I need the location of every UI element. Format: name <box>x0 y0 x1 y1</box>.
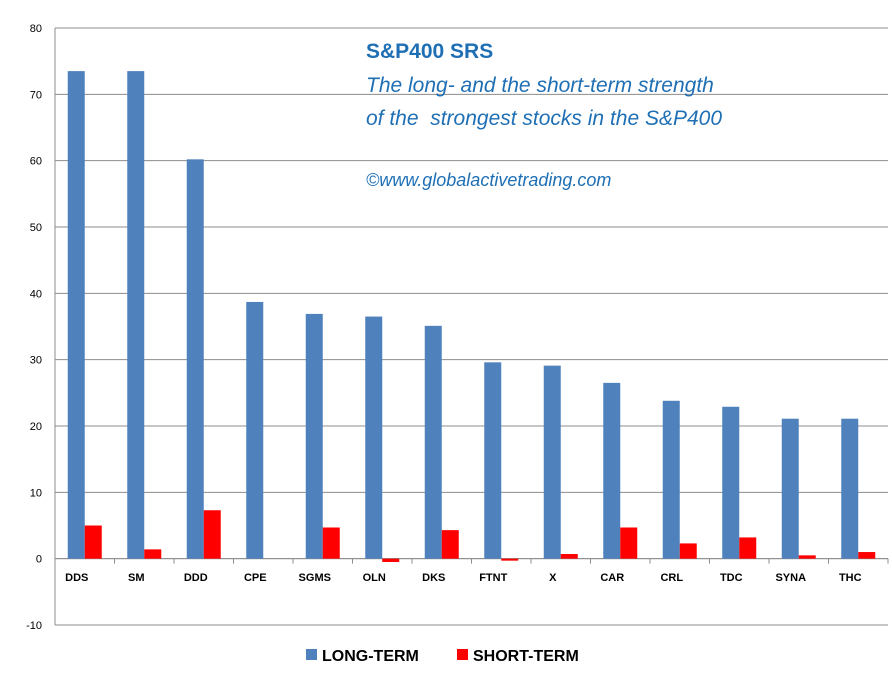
bar-short-term-sgms <box>322 527 340 559</box>
bar-short-term-dds <box>84 525 102 559</box>
bar-short-term-ftnt <box>501 558 519 561</box>
bar-short-term-dks <box>441 530 459 559</box>
bar-short-term-x <box>560 554 578 559</box>
y-tick-label: 0 <box>36 554 42 566</box>
x-tick-label: SGMS <box>299 572 331 584</box>
legend-label-long-term: LONG-TERM <box>322 648 419 665</box>
y-tick-label: 70 <box>30 89 42 101</box>
bar-long-term-ftnt <box>484 362 502 559</box>
bar-short-term-ddd <box>203 510 221 559</box>
bar-short-term-crl <box>679 543 697 559</box>
y-tick-label: 50 <box>30 222 42 234</box>
y-tick-label: 40 <box>30 288 42 300</box>
y-tick-label: 30 <box>30 355 42 367</box>
bar-long-term-x <box>543 365 561 559</box>
chart-source-annotation: ©www.globalactivetrading.com <box>366 170 611 190</box>
bar-short-term-sm <box>144 549 162 559</box>
x-tick-label: DKS <box>422 572 445 584</box>
bar-long-term-sgms <box>305 313 323 559</box>
bar-short-term-oln <box>382 558 400 562</box>
chart-subtitle-line-1: The long- and the short-term strength <box>366 74 714 97</box>
y-tick-label: 10 <box>30 487 42 499</box>
x-tick-label: DDS <box>65 572 88 584</box>
y-axis-ticks: -10 0 10 20 30 40 50 60 70 80 <box>26 23 42 632</box>
x-tick-label: SM <box>128 572 145 584</box>
bar-long-term-dds <box>67 71 85 559</box>
bar-short-term-tdc <box>739 537 757 559</box>
y-tick-label: 60 <box>30 156 42 168</box>
x-tick-label: TDC <box>720 572 743 584</box>
bar-long-term-crl <box>662 400 680 559</box>
bar-long-term-syna <box>781 418 799 559</box>
bar-long-term-dks <box>424 325 442 559</box>
y-tick-label: 20 <box>30 421 42 433</box>
x-tick-label: OLN <box>363 572 386 584</box>
legend: LONG-TERM SHORT-TERM <box>306 648 579 665</box>
y-tick-label: -10 <box>26 620 42 632</box>
bar-short-term-syna <box>798 555 816 559</box>
bar-long-term-cpe <box>246 301 264 559</box>
chart-title: S&P400 SRS <box>366 40 493 63</box>
chart-subtitle-line-2: of the strongest stocks in the S&P400 <box>366 107 722 130</box>
bars <box>67 71 876 562</box>
legend-swatch-long-term <box>306 649 317 660</box>
bar-long-term-car <box>603 382 621 559</box>
x-tick-label: X <box>549 572 557 584</box>
x-tick-label: CAR <box>600 572 624 584</box>
bar-long-term-ddd <box>186 159 204 559</box>
x-tick-label: CPE <box>244 572 267 584</box>
legend-swatch-short-term <box>457 649 468 660</box>
x-tick-label: FTNT <box>479 572 507 584</box>
bar-long-term-thc <box>841 418 859 559</box>
bar-short-term-thc <box>858 552 876 559</box>
bar-long-term-oln <box>365 316 383 559</box>
x-tick-label: SYNA <box>775 572 806 584</box>
x-tick-label: CRL <box>660 572 683 584</box>
legend-label-short-term: SHORT-TERM <box>473 648 579 665</box>
y-tick-label: 80 <box>30 23 42 35</box>
bar-long-term-sm <box>127 71 145 559</box>
x-axis-ticks: DDS SM DDD CPE SGMS OLN DKS FTNT X CAR CRL TDC SYNA T… <box>65 558 889 584</box>
x-tick-label: THC <box>839 572 862 584</box>
x-tick-label: DDD <box>184 572 208 584</box>
bar-long-term-tdc <box>722 406 740 559</box>
bar-short-term-car <box>620 527 638 559</box>
